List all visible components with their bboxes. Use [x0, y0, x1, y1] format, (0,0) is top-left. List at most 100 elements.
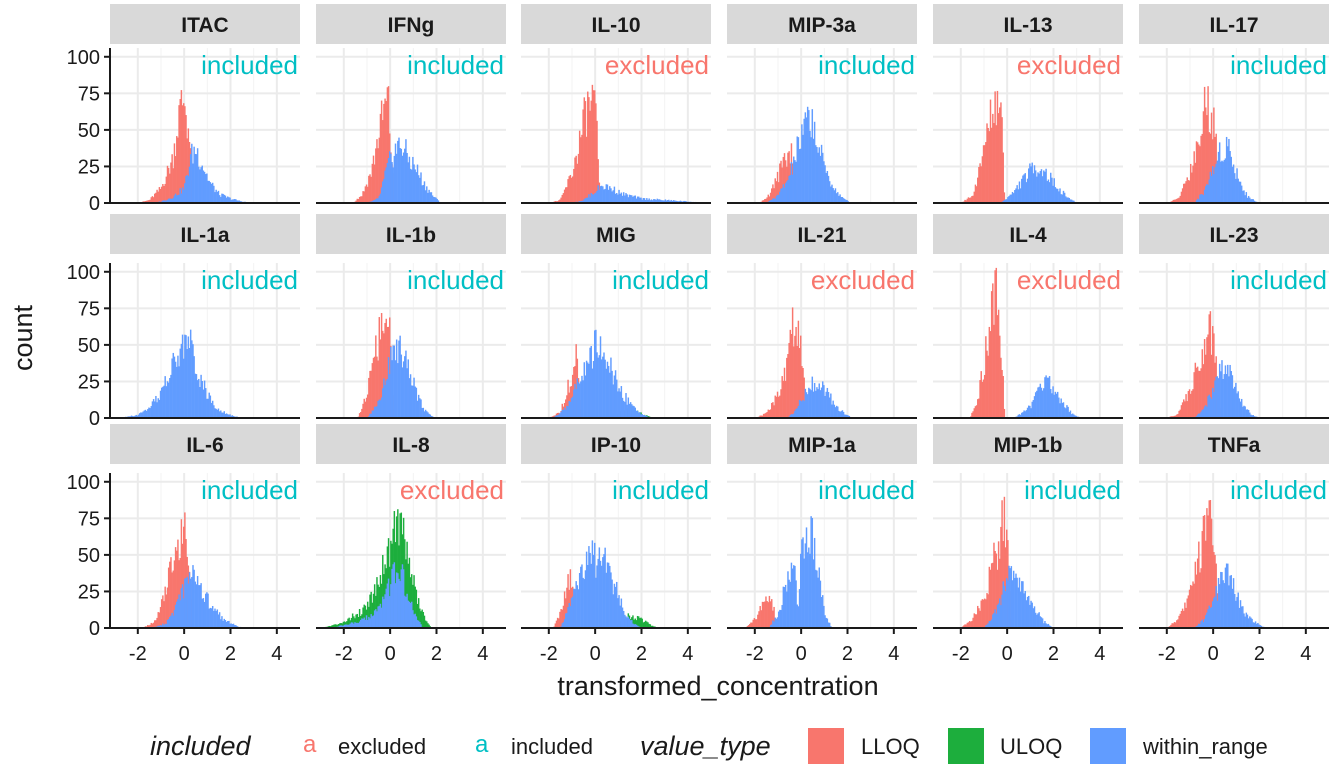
histogram-bar-within-range [816, 570, 818, 628]
histogram-bar-within-range [202, 170, 205, 203]
strip-label-mip-3a: MIP-3a [788, 14, 856, 37]
histogram-bar-within-range [1247, 618, 1250, 628]
histogram-bar-within-range [823, 605, 825, 628]
histogram-bar-lloq [558, 200, 560, 203]
histogram-bar-lloq [966, 622, 969, 628]
histogram-bar-lloq [766, 601, 768, 628]
histogram-bar-uloq [419, 608, 421, 628]
histogram-bar-within-range [181, 187, 184, 203]
histogram-bar-within-range [772, 620, 774, 628]
histogram-bar-within-range [1008, 565, 1010, 628]
histogram-bar-lloq [162, 595, 164, 628]
histogram-bar-lloq [803, 377, 805, 418]
histogram-bar-lloq [166, 165, 169, 203]
histogram-bar-within-range [1213, 597, 1215, 628]
histogram-bar-uloq [646, 621, 648, 628]
histogram-bar-lloq [1002, 152, 1004, 203]
histogram-bar-within-range [417, 175, 420, 203]
histogram-bar-within-range [634, 624, 636, 628]
histogram-bar-lloq [780, 160, 782, 203]
histogram-bar-within-range [206, 592, 208, 628]
histogram-bar-within-range [1203, 189, 1206, 203]
histogram-bar-lloq [995, 267, 998, 418]
histogram-bar-lloq [560, 197, 562, 203]
histogram-bar-within-range [176, 601, 178, 628]
histogram-bar-within-range [174, 604, 177, 628]
histogram-bar-within-range [1250, 617, 1252, 628]
histogram-bar-within-range [621, 607, 624, 628]
histogram-bar-lloq [154, 620, 156, 628]
histogram-bar-lloq [154, 193, 156, 203]
histogram-bar-within-range [187, 336, 190, 418]
histogram-bar-within-range [773, 621, 775, 628]
histogram-bar-lloq [757, 614, 759, 628]
histogram-bar-within-range [387, 578, 390, 628]
histogram-bar-within-range [422, 184, 425, 203]
histogram-bar-within-range [171, 198, 173, 203]
histogram-bar-lloq [966, 198, 969, 203]
histogram-bar-within-range [395, 153, 398, 203]
histogram-bar-within-range [621, 397, 624, 418]
histogram-bar-within-range [788, 579, 790, 628]
histogram-bar-within-range [382, 181, 384, 203]
histogram-bar-within-range [199, 585, 201, 628]
histogram-bar-within-range [593, 542, 596, 628]
histogram-bar-within-range [394, 360, 397, 418]
histogram-bar-within-range [205, 593, 207, 628]
histogram-bar-within-range [1075, 415, 1077, 418]
histogram-bar-uloq [332, 625, 334, 628]
histogram-bar-within-range [587, 362, 589, 418]
histogram-bar-within-range [838, 410, 840, 418]
histogram-bar-within-range [1257, 622, 1259, 628]
histogram-bar-within-range [591, 194, 594, 203]
histogram-bar-within-range [1066, 197, 1068, 203]
histogram-bar-within-range [1015, 188, 1017, 203]
histogram-bar-lloq [364, 401, 367, 418]
histogram-bar-within-range [1015, 573, 1017, 628]
histogram-bar-lloq [1191, 585, 1193, 628]
histogram-bar-within-range [602, 356, 604, 418]
histogram-bar-within-range [585, 551, 588, 628]
x-tick-label: 2 [431, 643, 442, 665]
histogram-bar-within-range [609, 565, 611, 628]
histogram-bar-within-range [223, 411, 225, 418]
histogram-bar-within-range [189, 578, 192, 628]
histogram-bar-within-range [676, 200, 678, 203]
histogram-bar-within-range [658, 199, 661, 203]
histogram-bar-within-range [1029, 163, 1031, 203]
status-label-il-21: excluded [811, 265, 915, 295]
histogram-bar-within-range [635, 624, 638, 628]
histogram-bar-within-range [1242, 190, 1244, 203]
histogram-bar-lloq [592, 90, 595, 203]
histogram-bar-within-range [339, 625, 341, 628]
histogram-bar-within-range [193, 569, 195, 628]
histogram-bar-within-range [1208, 394, 1210, 418]
histogram-bar-lloq [972, 617, 974, 628]
histogram-bar-within-range [198, 378, 200, 418]
histogram-bar-within-range [574, 589, 576, 628]
histogram-bar-within-range [196, 380, 199, 418]
histogram-bar-within-range [392, 564, 394, 628]
histogram-bar-within-range [364, 619, 367, 628]
histogram-bar-within-range [811, 517, 814, 628]
histogram-bar-within-range [603, 554, 605, 628]
histogram-bar-lloq [1174, 415, 1177, 418]
histogram-bar-within-range [801, 124, 803, 203]
histogram-il-6 [142, 512, 250, 628]
histogram-bar-within-range [616, 379, 618, 418]
histogram-bar-uloq [411, 574, 413, 628]
histogram-bar-within-range [636, 196, 639, 203]
histogram-bar-within-range [173, 195, 176, 203]
histogram-bar-lloq [1192, 389, 1194, 418]
histogram-bar-within-range [611, 370, 613, 418]
histogram-bar-within-range [402, 361, 405, 418]
histogram-bar-uloq [343, 621, 346, 628]
histogram-bar-within-range [211, 182, 214, 203]
histogram-bar-within-range [1044, 621, 1046, 628]
histogram-bar-lloq [159, 188, 162, 203]
histogram-bar-uloq [405, 559, 407, 628]
histogram-bar-within-range [1030, 408, 1032, 418]
histogram-bar-lloq [595, 103, 597, 203]
histogram-bar-within-range [388, 151, 391, 203]
histogram-bar-within-range [1045, 623, 1047, 628]
